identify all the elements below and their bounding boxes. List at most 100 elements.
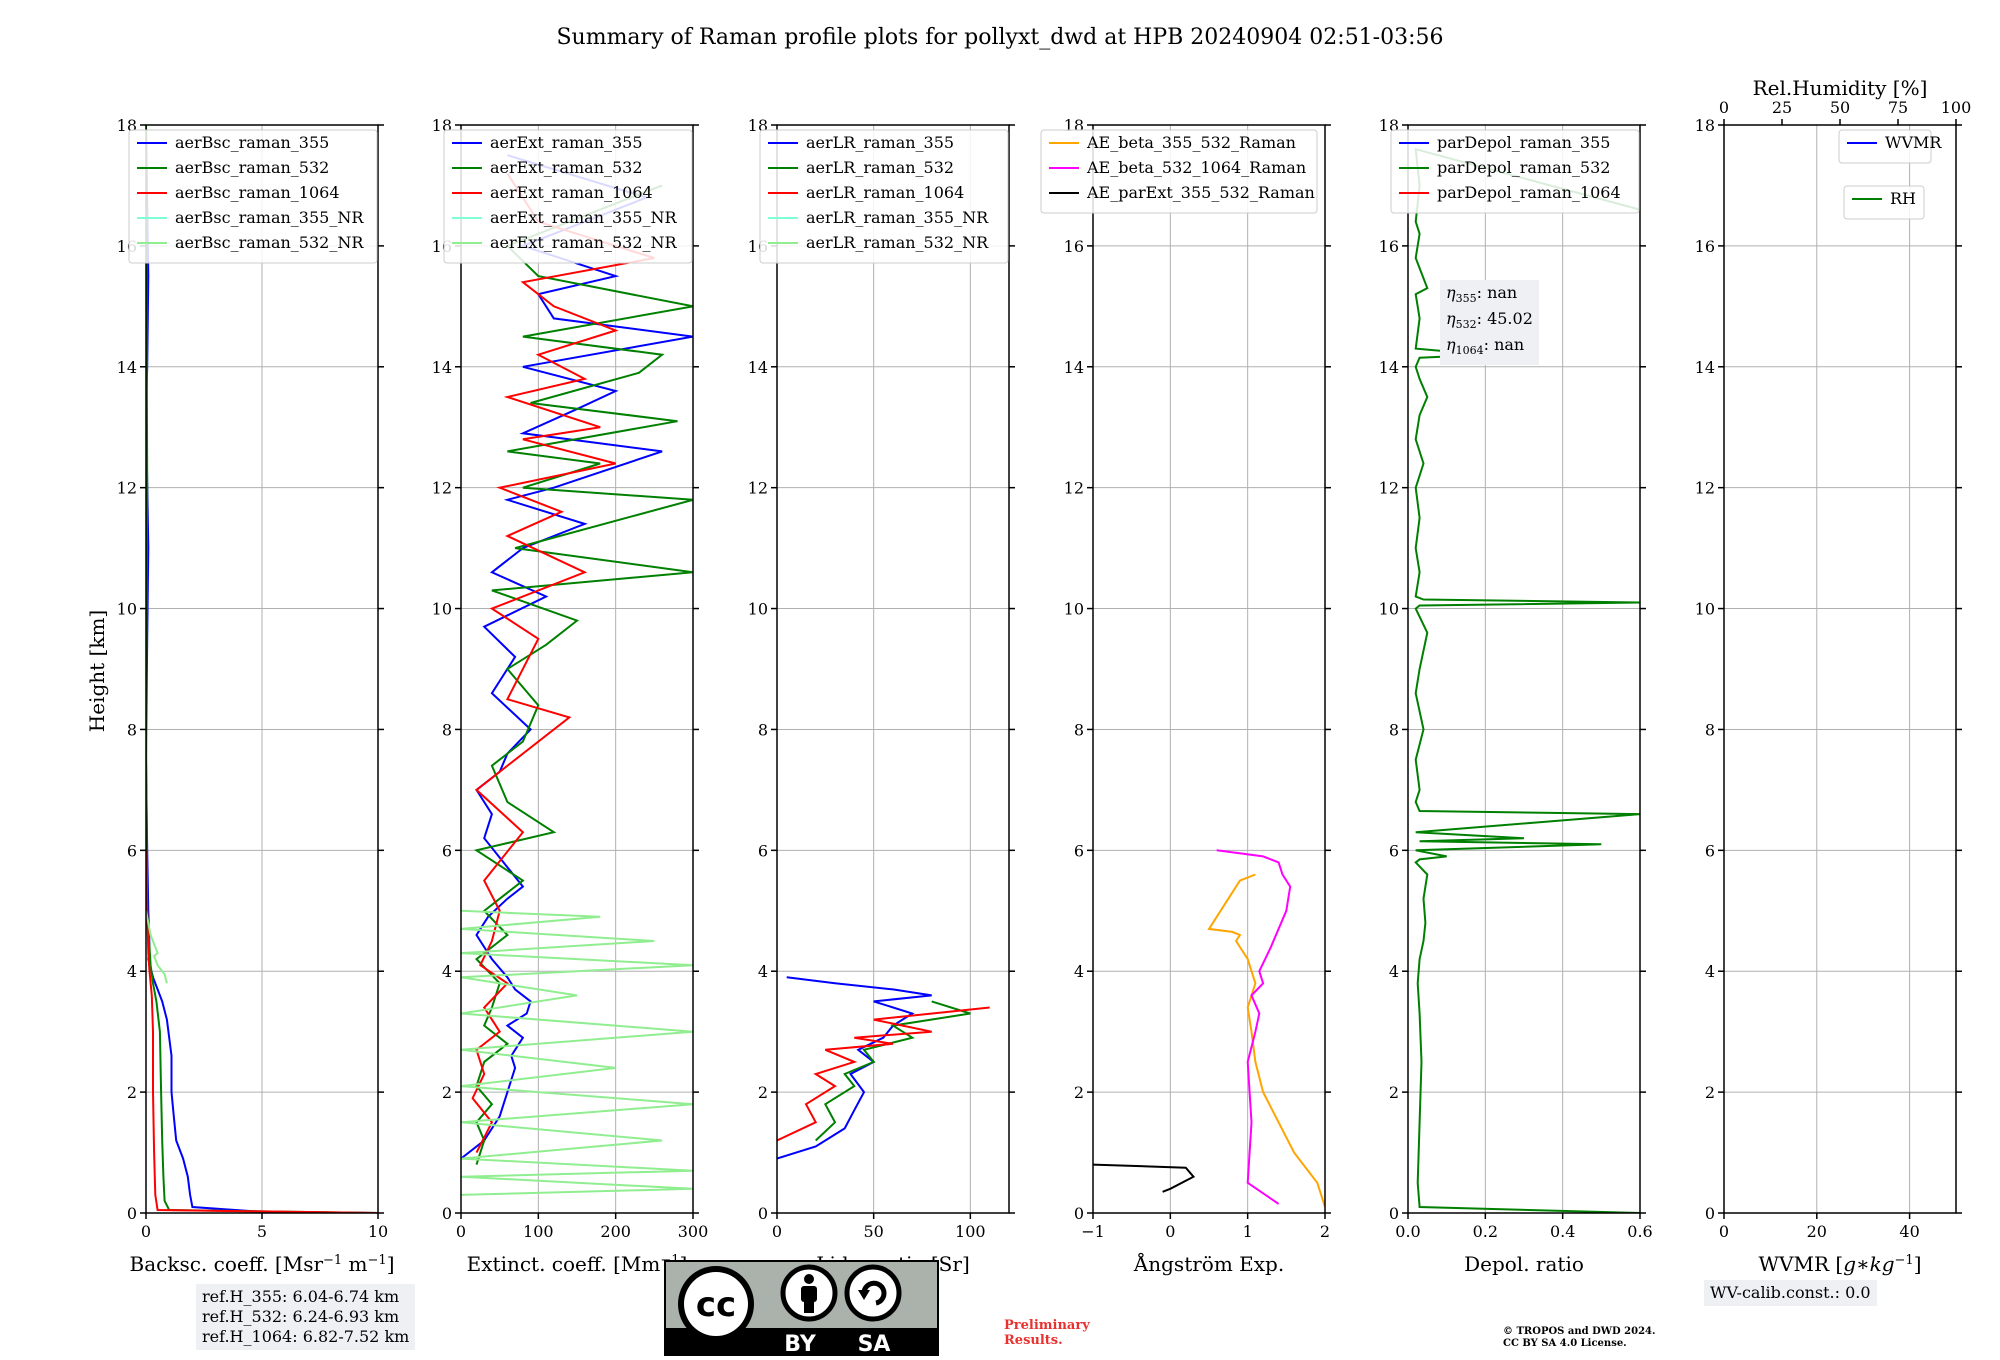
legend: parDepol_raman_355 parDepol_raman_532 parD… [1390, 129, 1640, 214]
y-tick-label: 10 [1379, 600, 1399, 619]
series-aerLR_raman_355 [777, 976, 932, 1160]
y-tick-label: 10 [1064, 600, 1084, 619]
series-aerExt_raman_532 [473, 184, 693, 1165]
preliminary-note: Preliminary Results. [1004, 1318, 1090, 1348]
series-group [777, 976, 990, 1160]
y-tick-label: 14 [1064, 358, 1084, 377]
legend-box [759, 129, 1009, 264]
legend-entry: aerLR_raman_532_NR [806, 233, 989, 252]
series-aerLR_raman_532 [815, 1000, 971, 1142]
x-tick-label: 0 [456, 1222, 466, 1241]
ref-h-355: ref.H_355: 6.04-6.74 km [202, 1287, 400, 1306]
axes-frame [460, 124, 694, 1214]
y-tick-label: 16 [1379, 237, 1399, 256]
y-tick-label: 16 [1695, 237, 1715, 256]
series-aerExt_raman_532_NR [461, 909, 693, 1196]
y-tick-label: 4 [442, 962, 452, 981]
series-aerExt_raman_1064 [471, 172, 655, 1154]
legend-entry: aerExt_raman_355 [490, 133, 643, 152]
legend-entry: parDepol_raman_532 [1437, 158, 1610, 177]
x-tick-label: 0 [1719, 1222, 1729, 1241]
y-tick-label: 0 [127, 1204, 137, 1223]
legend-box [1843, 185, 1925, 220]
top-tick-label: 25 [1772, 98, 1792, 117]
sa-share-icon [861, 1280, 887, 1306]
y-tick-label: 8 [1389, 720, 1399, 739]
x-tick-label: 200 [600, 1222, 631, 1241]
copyright-note: © TROPOS and DWD 2024. CC BY SA 4.0 Lice… [1503, 1326, 1656, 1349]
axes-frame [776, 124, 1010, 1214]
legend-entry: aerLR_raman_1064 [806, 183, 964, 202]
y-tick-label: 8 [1074, 720, 1084, 739]
legend-box [128, 129, 378, 264]
y-tick-label: 2 [1389, 1083, 1399, 1102]
y-tick-label: 16 [1064, 237, 1084, 256]
y-tick-label: 12 [1064, 479, 1084, 498]
legend: WVMR [1838, 129, 1942, 164]
x-tick-label: 2 [1320, 1222, 1330, 1241]
chart-panel-3: 024681012141618050100Lidar ratio [Sr]aer… [748, 116, 1015, 1276]
legend-entry: parDepol_raman_355 [1437, 133, 1610, 152]
y-tick-label: 2 [442, 1083, 452, 1102]
series-aerBsc_raman_355 [146, 125, 378, 1213]
top-tick-label: 100 [1941, 98, 1972, 117]
x-tick-label: 0.6 [1627, 1222, 1652, 1241]
chart-title: Summary of Raman profile plots for polly… [556, 25, 1443, 50]
legend-entry: aerBsc_raman_355 [175, 133, 329, 152]
y-tick-label: 0 [758, 1204, 768, 1223]
gridlines [776, 124, 1009, 1214]
legend-entry: aerExt_raman_355_NR [490, 208, 678, 227]
y-tick-label: 4 [1074, 962, 1084, 981]
legend: RH [1843, 185, 1925, 220]
ref-h-532: ref.H_532: 6.24-6.93 km [202, 1307, 400, 1326]
y-tick-label: 14 [1695, 358, 1715, 377]
cc-logo-graphic: cc BY SA [664, 1260, 939, 1357]
legend-entry: WVMR [1885, 133, 1942, 152]
cc-by-label: BY [784, 1332, 817, 1356]
legend-entry: AE_beta_532_1064_Raman [1086, 158, 1306, 177]
cc-letters: cc [696, 1285, 736, 1325]
x-tick-label: 1 [1243, 1222, 1253, 1241]
y-tick-label: 4 [1705, 962, 1715, 981]
x-tick-label: 0.2 [1473, 1222, 1498, 1241]
x-tick-label: 300 [678, 1222, 709, 1241]
legend-entry: aerBsc_raman_532_NR [175, 233, 364, 252]
legend-entry: AE_parExt_355_532_Raman [1086, 183, 1315, 202]
x-tick-label: 100 [523, 1222, 554, 1241]
x-tick-label: 0.4 [1550, 1222, 1575, 1241]
x-tick-label: 100 [955, 1222, 986, 1241]
eta-532: η532: 45.02 [1446, 309, 1533, 332]
gridlines [145, 124, 379, 1214]
x-tick-label: 40 [1899, 1222, 1919, 1241]
y-tick-label: 8 [1705, 720, 1715, 739]
legend-entry: aerLR_raman_355_NR [806, 208, 989, 227]
y-tick-label: 6 [1074, 841, 1084, 860]
legend-entry: AE_beta_355_532_Raman [1086, 133, 1296, 152]
eta-355: η355: nan [1446, 283, 1518, 306]
by-person-icon [801, 1286, 817, 1302]
eta-values-box: η355: nan η532: 45.02 η1064: nan [1440, 280, 1539, 365]
x-tick-label: −1 [1081, 1222, 1105, 1241]
y-tick-label: 8 [442, 720, 452, 739]
y-tick-label: 12 [117, 479, 137, 498]
legend-box [1040, 129, 1318, 214]
y-tick-label: 12 [748, 479, 768, 498]
y-tick-label: 6 [127, 841, 137, 860]
y-tick-label: 12 [1379, 479, 1399, 498]
legend-entry: aerLR_raman_532 [806, 158, 954, 177]
series-group [1414, 147, 1640, 1213]
y-tick-label: 6 [1389, 841, 1399, 860]
series-aerBsc_raman_532_NR [146, 910, 168, 984]
legend-entry: aerBsc_raman_532 [175, 158, 329, 177]
y-tick-label: 6 [1705, 841, 1715, 860]
x-axis-label: Depol. ratio [1464, 1252, 1584, 1276]
legend-entry: aerLR_raman_355 [806, 133, 954, 152]
series-AE_parExt_355_532_Raman [1093, 1163, 1196, 1193]
y-tick-label: 2 [1074, 1083, 1084, 1102]
x-tick-label: 0.0 [1395, 1222, 1420, 1241]
y-tick-label: 14 [1379, 358, 1399, 377]
y-tick-label: 0 [442, 1204, 452, 1223]
y-tick-label: 18 [1695, 116, 1715, 135]
cc-license-logo: cc BY SA [664, 1260, 939, 1357]
